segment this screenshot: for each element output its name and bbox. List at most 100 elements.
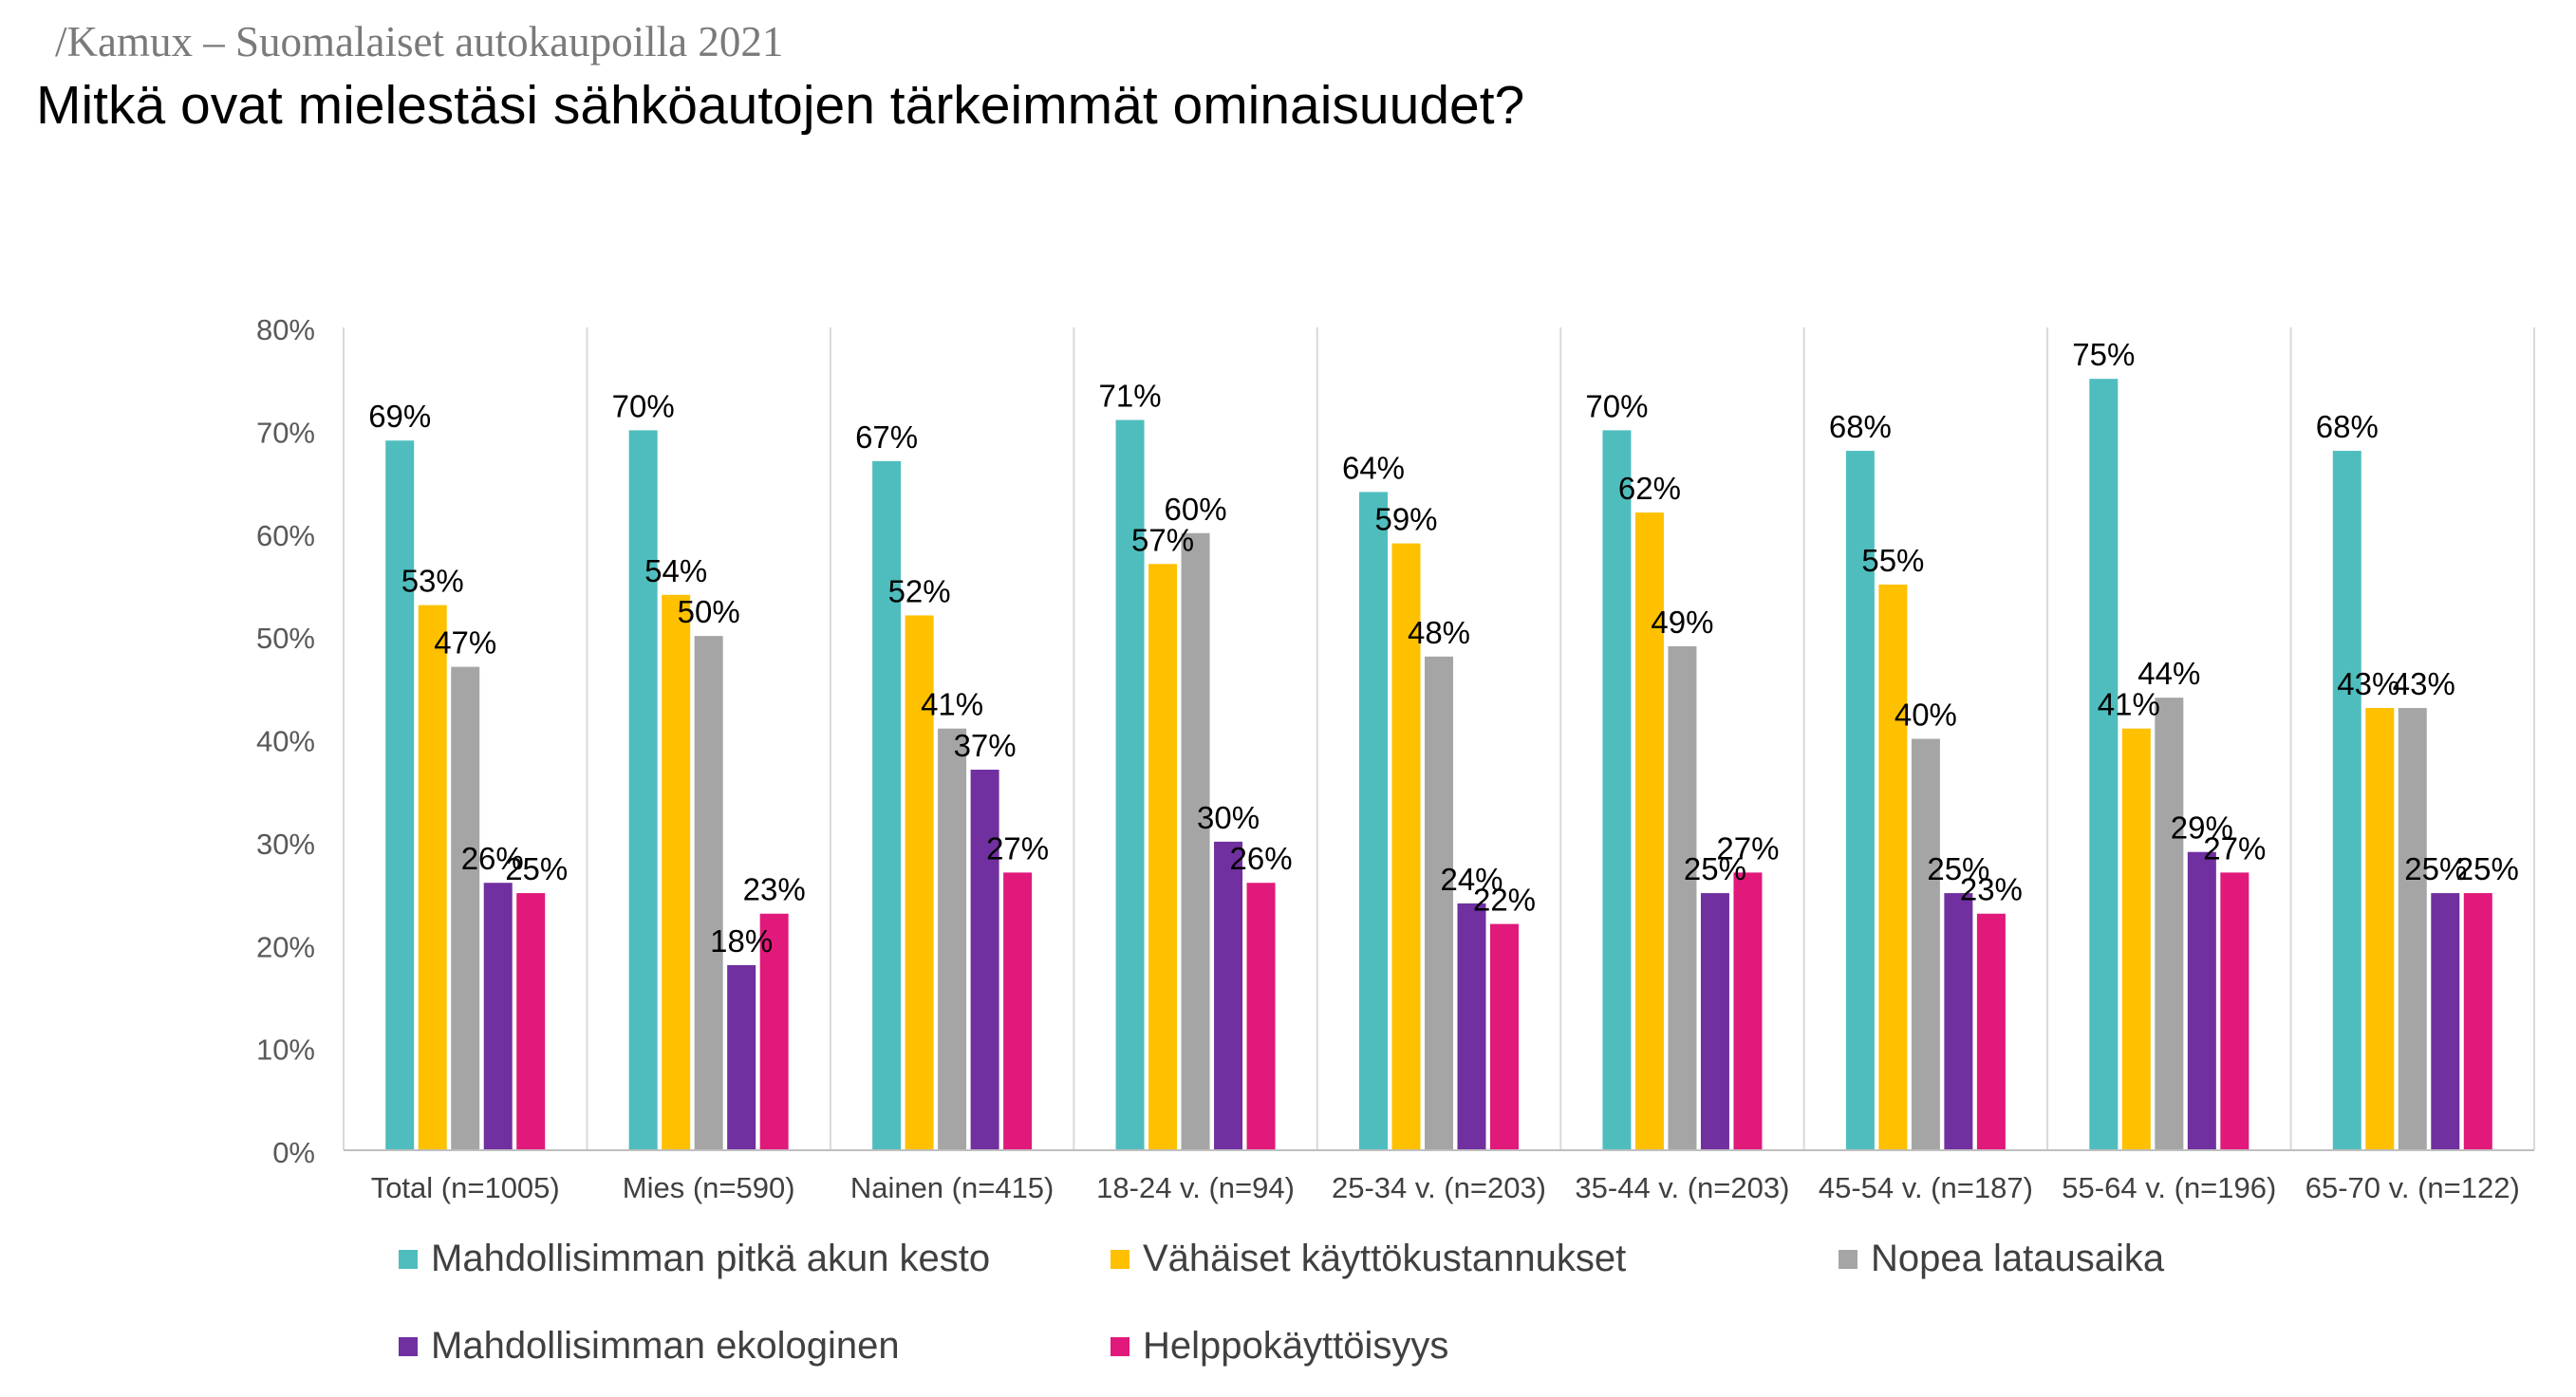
data-label: 26% bbox=[1230, 841, 1293, 876]
data-label: 67% bbox=[855, 419, 918, 455]
bar bbox=[2332, 451, 2361, 1150]
bar bbox=[759, 913, 789, 1150]
data-label: 57% bbox=[1131, 522, 1194, 557]
bar bbox=[970, 770, 999, 1150]
data-label: 68% bbox=[2316, 409, 2379, 444]
bar bbox=[938, 728, 967, 1150]
bars-layer bbox=[385, 379, 2492, 1151]
bar bbox=[1490, 923, 1519, 1150]
y-tick-label: 40% bbox=[256, 725, 315, 758]
data-label: 59% bbox=[1374, 502, 1437, 537]
x-tick-label: Nainen (n=415) bbox=[850, 1171, 1055, 1204]
bar bbox=[1148, 564, 1178, 1150]
data-label: 40% bbox=[1895, 698, 1957, 733]
grid-layer bbox=[343, 327, 2535, 1150]
bar bbox=[1700, 893, 1729, 1150]
y-tick-label: 70% bbox=[256, 416, 315, 449]
bar bbox=[516, 893, 546, 1150]
bar bbox=[2089, 379, 2119, 1150]
legend-swatch bbox=[1839, 1249, 1857, 1269]
bar bbox=[1246, 883, 1276, 1150]
legend-label: Mahdollisimman ekologinen bbox=[431, 1325, 900, 1367]
bar bbox=[2121, 728, 2151, 1150]
bar bbox=[2431, 893, 2460, 1150]
axis-layer: 0% 10% 20% 30% 40% 50% 60% 70% 80% Total (n=1005)… bbox=[256, 313, 2534, 1204]
bar bbox=[1976, 913, 2006, 1150]
y-tick-label: 20% bbox=[256, 930, 315, 963]
bar bbox=[483, 883, 513, 1150]
bar bbox=[872, 460, 902, 1150]
data-label: 52% bbox=[888, 573, 951, 608]
bar bbox=[1878, 584, 1908, 1150]
data-label: 53% bbox=[401, 564, 464, 599]
bar bbox=[1733, 872, 1763, 1150]
data-label: 60% bbox=[1165, 492, 1227, 527]
data-label: 68% bbox=[1829, 409, 1892, 444]
bar bbox=[727, 964, 756, 1150]
bar bbox=[1944, 893, 1973, 1150]
bar bbox=[2187, 851, 2216, 1150]
data-label: 44% bbox=[2137, 656, 2200, 691]
bar bbox=[1425, 656, 1453, 1150]
chart-title: Mitkä ovat mielestäsi sähköautojen tärke… bbox=[36, 75, 1525, 136]
bar bbox=[1214, 841, 1243, 1150]
legend-label: Mahdollisimman pitkä akun kesto bbox=[431, 1238, 991, 1279]
data-label: 27% bbox=[986, 830, 1049, 866]
y-tick-label: 50% bbox=[256, 622, 315, 655]
bar bbox=[385, 440, 415, 1150]
x-tick-label: 55-64 v. (n=196) bbox=[2062, 1171, 2276, 1204]
y-tick-label: 30% bbox=[256, 828, 315, 861]
bar bbox=[1845, 451, 1875, 1150]
data-label: 18% bbox=[710, 923, 773, 959]
bar bbox=[1668, 645, 1697, 1150]
data-label: 64% bbox=[1342, 450, 1405, 485]
data-label: 37% bbox=[954, 728, 1017, 763]
legend-item: Mahdollisimman pitkä akun kesto bbox=[399, 1238, 990, 1280]
data-label: 25% bbox=[505, 851, 568, 886]
data-label: 47% bbox=[434, 625, 496, 661]
bar bbox=[662, 594, 691, 1150]
data-label: 62% bbox=[1618, 471, 1681, 506]
bar bbox=[451, 666, 480, 1150]
bar bbox=[2463, 893, 2492, 1150]
legend-swatch bbox=[1111, 1336, 1129, 1356]
bar bbox=[1181, 532, 1210, 1150]
legend-swatch bbox=[399, 1336, 418, 1356]
bar bbox=[418, 605, 447, 1150]
legend-label: Nopea latausaika bbox=[1871, 1238, 2165, 1279]
data-label: 41% bbox=[2098, 687, 2160, 722]
bar bbox=[1911, 738, 1940, 1150]
data-label: 70% bbox=[612, 388, 675, 423]
data-label: 43% bbox=[2393, 666, 2455, 701]
data-label: 49% bbox=[1651, 605, 1713, 640]
data-label: 22% bbox=[1473, 883, 1536, 918]
data-label: 26% bbox=[461, 841, 524, 876]
data-label: 25% bbox=[2456, 851, 2519, 886]
bar bbox=[1457, 903, 1486, 1150]
bar bbox=[2220, 872, 2249, 1150]
data-label: 27% bbox=[1716, 830, 1779, 866]
data-label: 75% bbox=[2072, 337, 2135, 372]
y-tick-label: 80% bbox=[256, 313, 315, 346]
bar bbox=[694, 636, 723, 1150]
data-label: 25% bbox=[2404, 851, 2467, 886]
x-tick-label: 65-70 v. (n=122) bbox=[2305, 1171, 2520, 1204]
y-tick-label: 60% bbox=[256, 519, 315, 552]
data-label: 25% bbox=[1927, 851, 1989, 886]
data-label: 30% bbox=[1197, 800, 1260, 835]
data-label: 29% bbox=[2171, 810, 2233, 846]
bar bbox=[2398, 707, 2427, 1150]
bar bbox=[1359, 492, 1388, 1150]
bar bbox=[1634, 512, 1664, 1150]
legend-item: Nopea latausaika bbox=[1839, 1238, 2164, 1280]
bar bbox=[628, 430, 658, 1150]
bar bbox=[2365, 707, 2395, 1150]
brand-text: /Kamux – Suomalaiset autokaupoilla 2021 bbox=[55, 18, 784, 65]
data-label: 54% bbox=[644, 553, 707, 588]
data-label: 50% bbox=[678, 594, 740, 629]
data-label: 48% bbox=[1408, 615, 1470, 650]
data-label: 23% bbox=[1960, 872, 2023, 907]
data-label: 69% bbox=[368, 399, 431, 434]
legend-swatch bbox=[399, 1249, 418, 1269]
